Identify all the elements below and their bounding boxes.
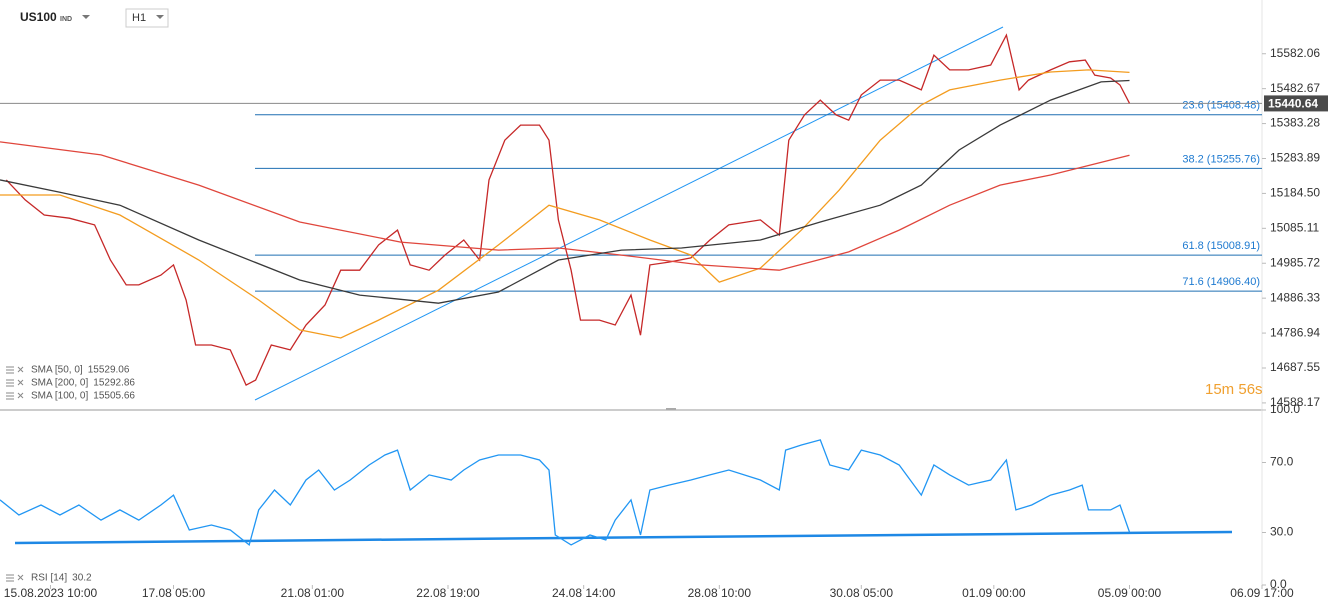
series-line	[0, 79, 1130, 304]
y-tick-label: 15085.11	[1270, 220, 1319, 234]
legend-name: RSI [14]	[31, 573, 67, 584]
legend-name: SMA [200, 0]	[31, 378, 88, 389]
y-tick-label: 14687.55	[1270, 360, 1320, 374]
x-tick-label: 28.08 10:00	[688, 586, 752, 600]
x-tick-label: 06.09 17:00	[1230, 586, 1294, 600]
rsi-trend-line[interactable]	[14, 530, 1233, 545]
symbol[interactable]: US100	[20, 10, 57, 24]
y-tick-label: 15184.50	[1270, 186, 1320, 200]
pane-handle[interactable]	[666, 408, 676, 410]
current-price-box	[1264, 95, 1328, 112]
fib-label: 23.6 (15408.48)	[1182, 100, 1260, 112]
interval-dropdown	[156, 15, 164, 19]
fib-label: 71.6 (14906.40)	[1182, 276, 1260, 288]
interval[interactable]: H1	[132, 12, 146, 24]
x-tick-label: 15.08.2023 10:00	[4, 586, 98, 600]
x-tick-label: 01.09 00:00	[962, 586, 1026, 600]
current-price-label: 15440.64	[1268, 97, 1318, 111]
y-tick-label: 70.0	[1270, 455, 1294, 469]
y-tick-label: 0.0	[1270, 577, 1287, 591]
y-tick-label: 14588.17	[1270, 395, 1320, 409]
legend-value: 15529.06	[88, 365, 130, 376]
x-tick-label: 22.08 19:00	[416, 586, 480, 600]
y-tick-label: 15383.28	[1270, 116, 1320, 130]
legend-value: 15505.66	[93, 391, 135, 402]
interval-box[interactable]	[125, 8, 169, 28]
x-tick-label: 21.08 01:00	[281, 586, 345, 600]
trend-line[interactable]	[254, 26, 1004, 401]
market: IND	[60, 16, 72, 23]
legend-value: 30.2	[72, 573, 92, 584]
y-tick-label: 15482.67	[1270, 81, 1320, 95]
series-line	[5, 33, 1131, 386]
x-tick-label: 24.08 14:00	[552, 586, 616, 600]
series-line	[0, 69, 1130, 339]
y-tick-label: 14786.94	[1270, 325, 1320, 339]
x-tick-label: 30.08 05:00	[830, 586, 894, 600]
y-tick-label: 30.0	[1270, 525, 1294, 539]
y-tick-label: 15582.06	[1270, 46, 1320, 60]
y-tick-label: 100.0	[1270, 402, 1300, 416]
bar-countdown: 15m 56s	[1205, 381, 1263, 398]
y-tick-label: 15283.89	[1270, 151, 1320, 165]
legend-name: SMA [50, 0]	[31, 365, 83, 376]
fib-label: 61.8 (15008.91)	[1182, 240, 1260, 252]
legend-icons	[6, 366, 24, 582]
symbol-dropdown[interactable]	[82, 15, 90, 19]
y-tick-label: 14886.33	[1270, 290, 1320, 304]
y-tick-label: 14985.72	[1270, 255, 1320, 269]
legend-value: 15292.86	[93, 378, 135, 389]
series-line	[0, 141, 1130, 271]
series-line	[0, 439, 1131, 547]
x-tick-label: 05.09 00:00	[1098, 586, 1162, 600]
legend-name: SMA [100, 0]	[31, 391, 88, 402]
x-tick-label: 17.08 05:00	[142, 586, 206, 600]
fib-label: 38.2 (15255.76)	[1182, 153, 1260, 165]
